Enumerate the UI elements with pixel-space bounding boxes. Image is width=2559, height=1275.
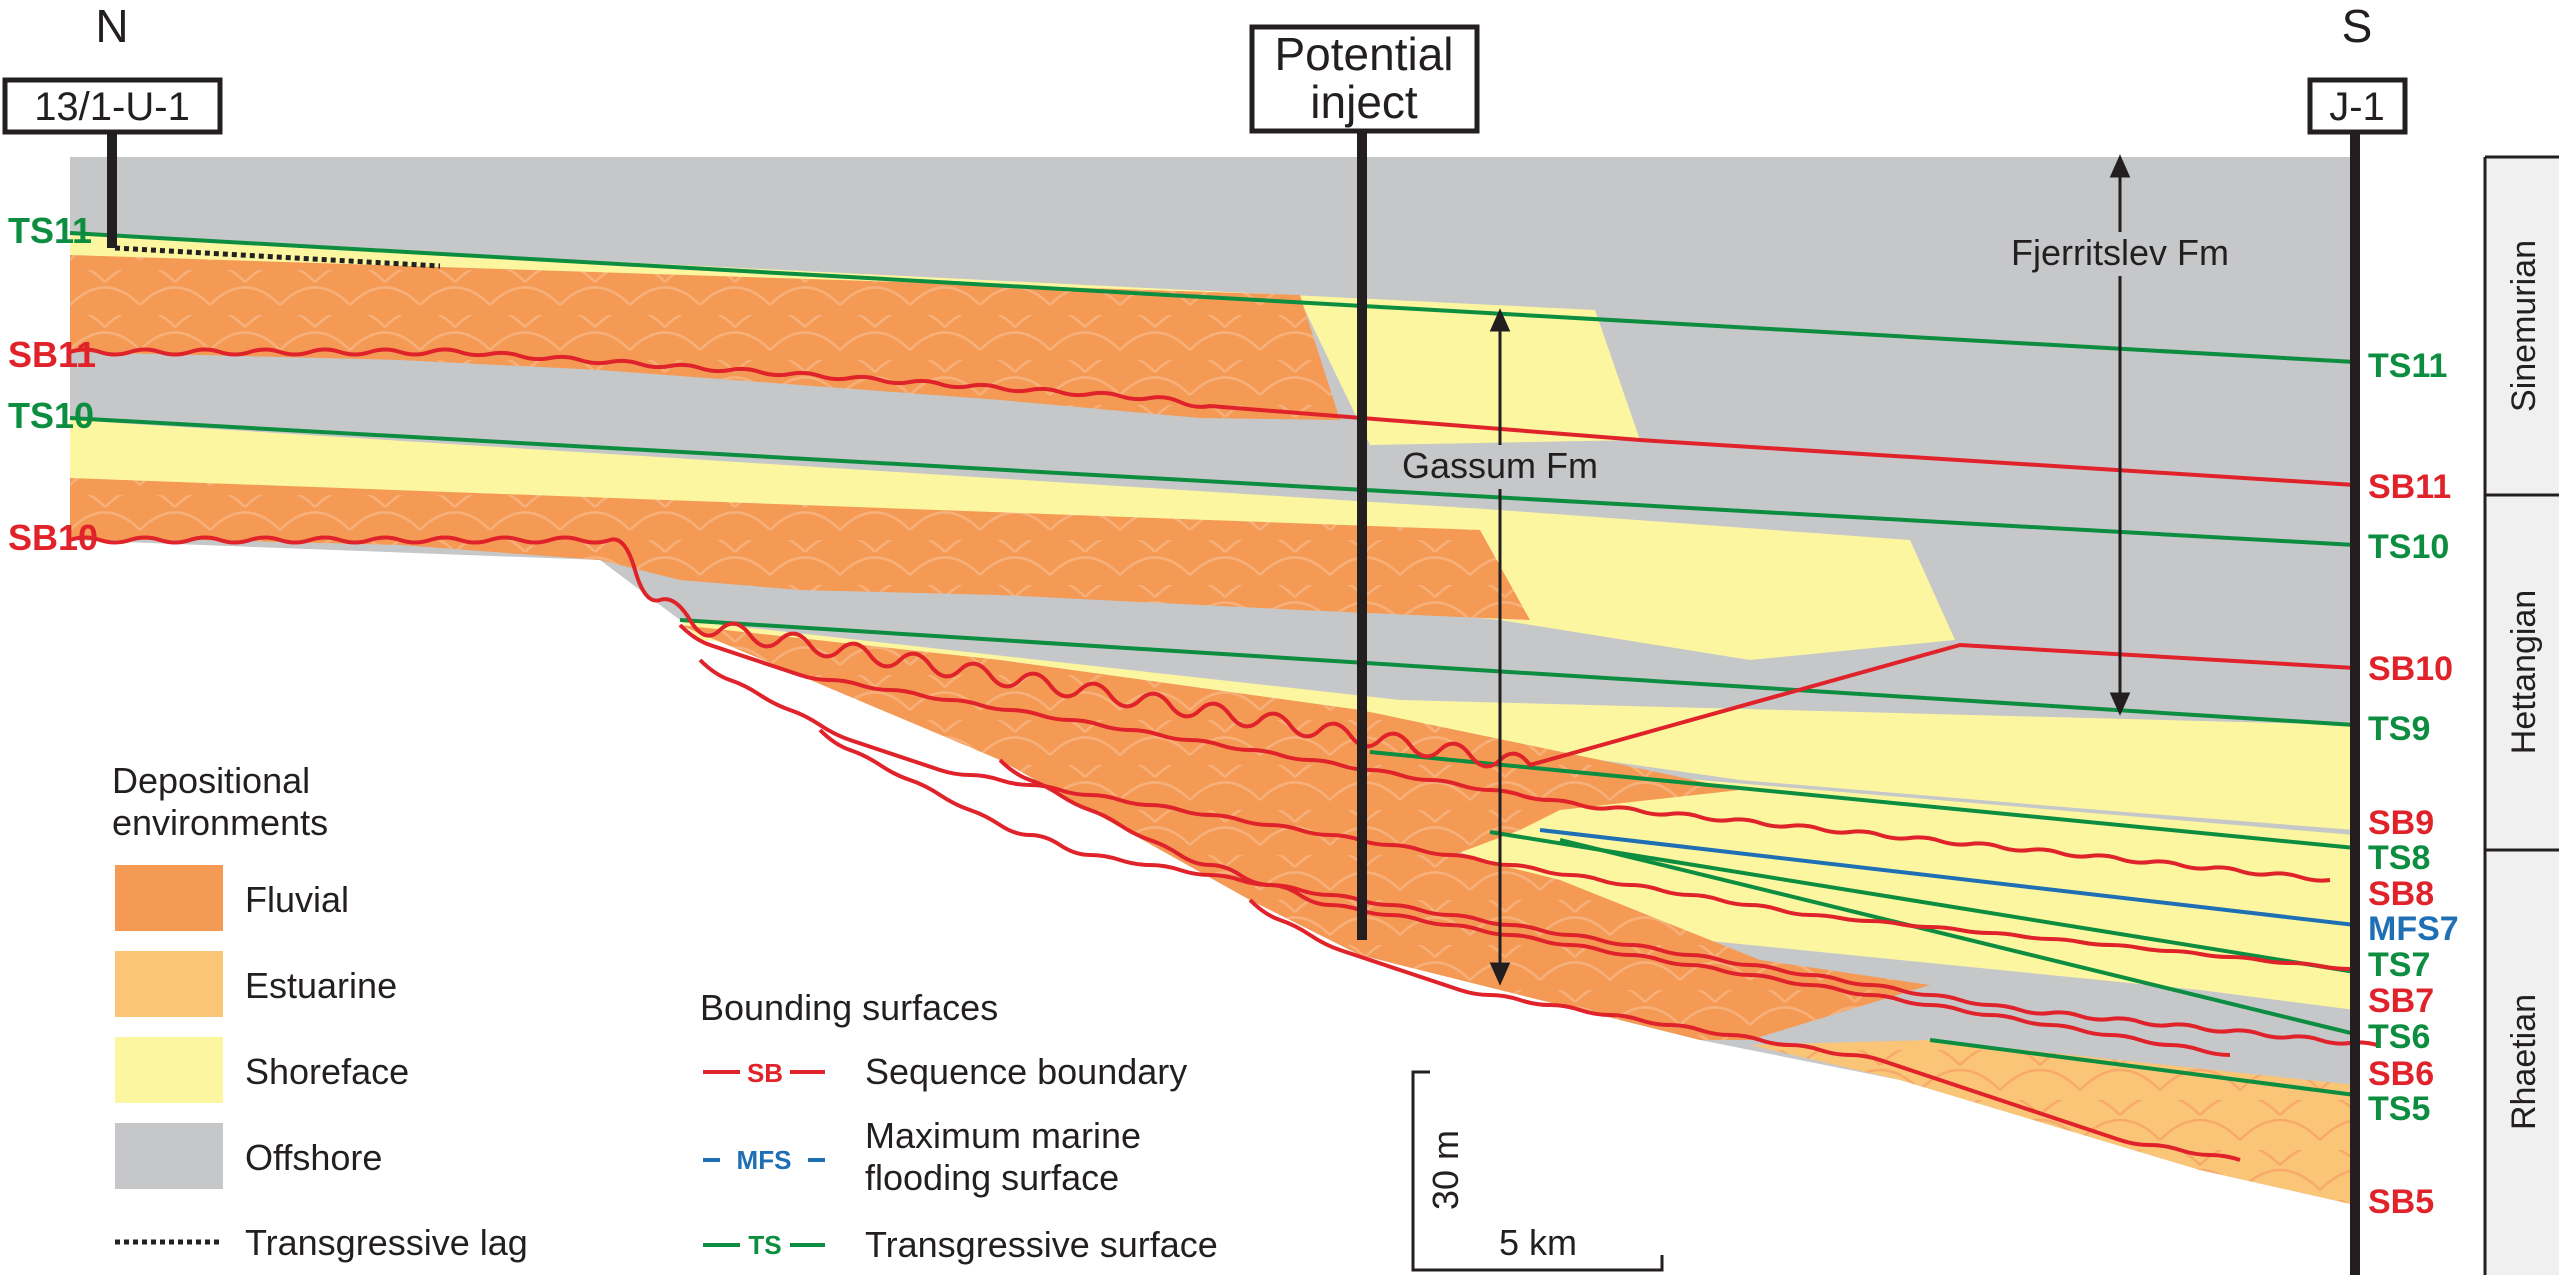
shoreface-lower (680, 620, 2355, 830)
right-label-ts8: TS8 (2368, 839, 2430, 877)
well-middle-box (1249, 24, 1480, 134)
ts11-line (69, 231, 2356, 364)
legend-ts-label: Transgressive surface (865, 1224, 1218, 1265)
legend-mfs-label-2: flooding surface (865, 1157, 1119, 1198)
transgressive-lag (114, 245, 441, 269)
legend-offshore-swatch (115, 1123, 223, 1189)
sb8-line (698, 658, 2351, 971)
stage-rhaetian: Rhaetian (2505, 994, 2543, 1130)
gassum-label: Gassum Fm (1402, 445, 1598, 486)
stage-hettangian: Hettangian (2505, 590, 2543, 754)
well-middle-label-2: inject (1310, 76, 1418, 128)
compass-north: N (95, 0, 128, 52)
right-label-mfs7: MFS7 (2368, 910, 2459, 948)
legend-env-title-2: environments (112, 802, 328, 843)
legend-sb-label: Sequence boundary (865, 1051, 1187, 1092)
fjerritslev-label: Fjerritslev Fm (2011, 232, 2229, 273)
right-label-ts6: TS6 (2368, 1018, 2430, 1056)
right-label-ts10: TS10 (2368, 528, 2449, 566)
legend-ts-key: TS (748, 1230, 781, 1260)
well-right-label: J-1 (2329, 85, 2385, 129)
legend-estuarine-swatch (115, 951, 223, 1017)
legend-offshore-label: Offshore (245, 1137, 382, 1178)
fluvial-mid (70, 478, 1530, 620)
legend-sb-key: SB (747, 1058, 783, 1088)
sb7-line (818, 728, 2381, 1048)
right-label-sb10: SB10 (2368, 650, 2453, 688)
right-label-sb5: SB5 (2368, 1183, 2434, 1221)
left-label-sb11: SB11 (8, 334, 96, 375)
right-labels: TS11 SB11 TS10 SB10 TS9 SB9 TS8 SB8 MFS7… (2368, 347, 2459, 1221)
ts5-line (1929, 1038, 2356, 1097)
right-label-ts9: TS9 (2368, 710, 2430, 748)
legend-mfs-label-1: Maximum marine (865, 1115, 1141, 1156)
left-label-ts10: TS10 (8, 395, 94, 436)
fluvial-upper (70, 255, 1340, 420)
right-label-sb7: SB7 (2368, 982, 2434, 1020)
left-label-sb10: SB10 (8, 517, 98, 558)
sb6-line (998, 758, 2231, 1057)
ts7-line (1489, 830, 2356, 974)
well-right-box (2307, 77, 2408, 135)
legend-lag-label: Transgressive lag (245, 1222, 528, 1263)
stage-sinemurian: Sinemurian (2505, 240, 2543, 412)
fluvial-lower (680, 625, 1740, 900)
right-label-sb11: SB11 (2368, 468, 2451, 506)
scale-bar (1411, 1070, 1664, 1272)
ts9-line (679, 618, 2356, 727)
well-middle-label-1: Potential (1274, 28, 1453, 80)
sb-lines (69, 347, 2381, 1162)
well-left-label: 13/1-U-1 (34, 85, 190, 129)
fluvial-deep (1250, 840, 1930, 1040)
legend-env-title-1: Depositional (112, 760, 310, 801)
legend-surfaces: Bounding surfaces SB Sequence boundary M… (700, 987, 1218, 1265)
ts8-line (1369, 750, 2356, 850)
legend-surf-title: Bounding surfaces (700, 987, 998, 1028)
sb10-line (69, 535, 2356, 769)
legend-shoreface-label: Shoreface (245, 1051, 409, 1092)
mfs7-line (1539, 828, 2356, 927)
right-label-sb8: SB8 (2368, 875, 2434, 913)
right-label-ts11: TS11 (2368, 347, 2447, 385)
legend-shoreface-swatch (115, 1037, 223, 1103)
legend-estuarine-label: Estuarine (245, 965, 397, 1006)
estuarine-body (1750, 1040, 2355, 1205)
well-left-box (2, 77, 223, 135)
legend-environments: Depositional environments Fluvial Estuar… (112, 760, 528, 1263)
scale-horizontal: 5 km (1499, 1222, 1577, 1263)
sb9-line (678, 623, 2331, 883)
left-label-ts11: TS11 (8, 210, 92, 251)
compass-south: S (2342, 0, 2373, 52)
right-label-ts5: TS5 (2368, 1090, 2430, 1128)
legend-mfs-key: MFS (737, 1145, 792, 1175)
right-label-sb9: SB9 (2368, 804, 2434, 842)
basin-floor-white (70, 540, 2355, 1275)
ts6-line (1559, 838, 2356, 1036)
legend-fluvial-label: Fluvial (245, 879, 349, 920)
stage-column: Sinemurian Hettangian Rhaetian (2483, 155, 2559, 1275)
sb11-line (69, 347, 2356, 487)
ts10-line (69, 416, 2356, 547)
sb5-line (1248, 898, 2241, 1162)
ts-lines (69, 231, 2356, 1097)
right-label-sb6: SB6 (2368, 1055, 2434, 1093)
right-label-ts7: TS7 (2368, 946, 2430, 984)
legend-fluvial-swatch (115, 865, 223, 931)
scale-vertical: 30 m (1425, 1130, 1466, 1210)
gassum-arrow (1489, 308, 1511, 986)
